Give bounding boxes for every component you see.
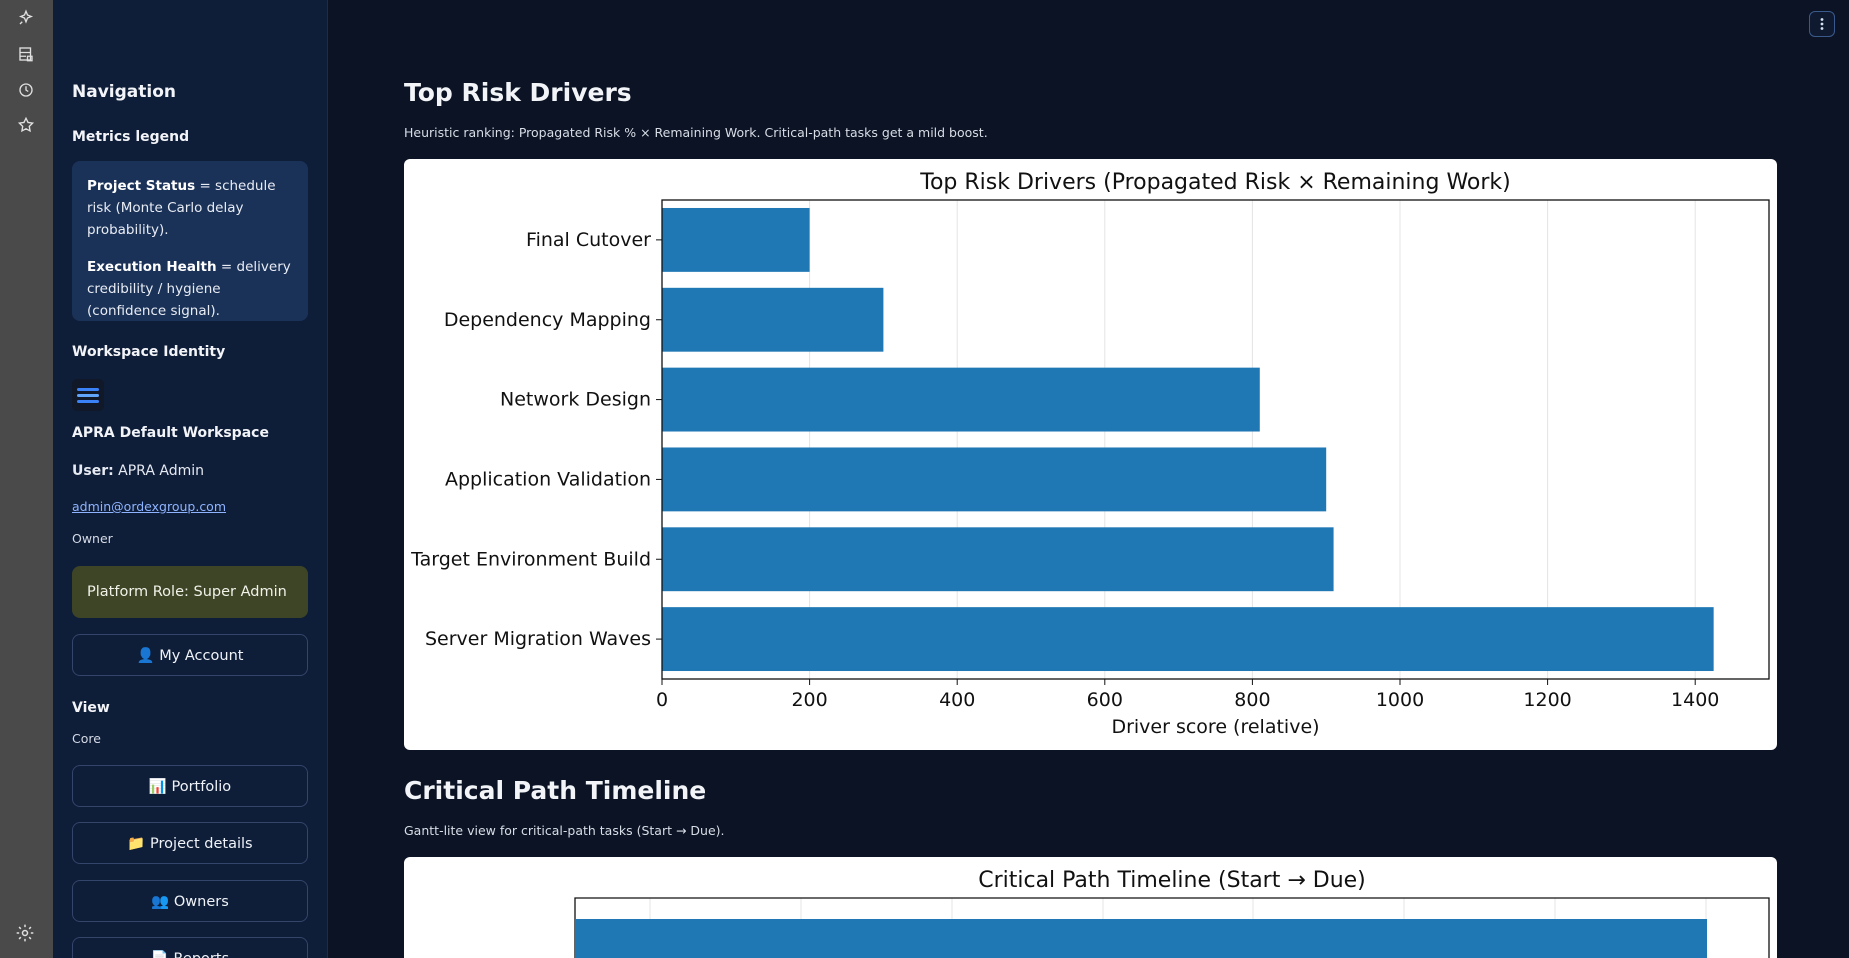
reports-button[interactable]: 📄 Reports	[72, 937, 308, 958]
x-tick-label: 1000	[1376, 689, 1424, 711]
metrics-legend: Project Status = schedule risk (Monte Ca…	[72, 161, 308, 321]
x-tick-label: 0	[656, 689, 668, 711]
workspace-name: APRA Default Workspace	[72, 425, 269, 441]
bar	[662, 367, 1260, 432]
bar	[662, 607, 1714, 672]
user-line: User: APRA Admin	[72, 463, 204, 479]
legend-health: Execution Health = delivery credibility …	[87, 259, 291, 319]
view-group-label: Core	[72, 731, 101, 746]
view-heading: View	[72, 700, 110, 716]
chart-title: Critical Path Timeline (Start → Due)	[978, 868, 1366, 893]
timeline-section-caption: Gantt-lite view for critical-path tasks …	[404, 823, 725, 838]
x-tick-label: 1400	[1671, 689, 1719, 711]
user-role: Owner	[72, 531, 113, 546]
x-axis-label: Driver score (relative)	[1111, 716, 1319, 738]
risk-drivers-chart: Top Risk Drivers (Propagated Risk × Rema…	[410, 170, 1770, 738]
portfolio-button[interactable]: 📊 Portfolio	[72, 765, 308, 807]
x-tick-label: 600	[1087, 689, 1123, 711]
gear-icon[interactable]	[15, 923, 37, 945]
sidebar-title: Navigation	[72, 82, 176, 102]
bar	[662, 207, 810, 272]
y-tick-label: Dependency Mapping	[444, 309, 651, 331]
history-icon[interactable]	[14, 78, 38, 102]
platform-role-badge: Platform Role: Super Admin	[72, 566, 308, 618]
risk-section-title: Top Risk Drivers	[404, 78, 632, 107]
identity-heading: Workspace Identity	[72, 344, 226, 360]
timeline-section-title: Critical Path Timeline	[404, 776, 707, 805]
sparkle-icon[interactable]	[14, 6, 38, 30]
dataset-icon[interactable]	[14, 42, 38, 66]
timeline-bar	[576, 919, 1707, 958]
legend-status: Project Status = schedule risk (Monte Ca…	[87, 178, 276, 238]
plot-frame	[661, 199, 1770, 680]
y-tick-label: Network Design	[500, 389, 651, 411]
x-tick-label: 400	[939, 689, 975, 711]
bar	[662, 527, 1334, 592]
chart-title: Top Risk Drivers (Propagated Risk × Rema…	[919, 170, 1511, 195]
risk-section-caption: Heuristic ranking: Propagated Risk % × R…	[404, 125, 988, 140]
risk-chart-card: Top Risk Drivers (Propagated Risk × Rema…	[404, 159, 1777, 750]
y-tick-label: Final Cutover	[526, 229, 651, 251]
x-tick-label: 1200	[1523, 689, 1571, 711]
main-menu-button[interactable]	[1809, 11, 1835, 37]
y-tick-label: Application Validation	[445, 468, 651, 490]
y-tick-label: Target Environment Build	[410, 548, 651, 570]
legend-heading: Metrics legend	[72, 129, 190, 145]
x-tick-label: 200	[791, 689, 827, 711]
project-details-button[interactable]: 📁 Project details	[72, 822, 308, 864]
workspace-logo	[72, 379, 104, 411]
my-account-button[interactable]: 👤 My Account	[72, 634, 308, 676]
more-vertical-icon	[1820, 18, 1824, 30]
plot-frame	[574, 897, 1770, 958]
owners-button[interactable]: 👥 Owners	[72, 880, 308, 922]
user-email-link[interactable]: admin@ordexgroup.com	[72, 499, 227, 514]
critical-path-timeline-chart: Critical Path Timeline (Start → Due)	[574, 868, 1770, 958]
timeline-chart-card: Critical Path Timeline (Start → Due)	[404, 857, 1777, 958]
sidebar: Navigation Metrics legend Project Status…	[53, 0, 328, 958]
star-icon[interactable]	[14, 113, 38, 137]
y-tick-label: Server Migration Waves	[425, 628, 651, 650]
x-tick-label: 800	[1234, 689, 1270, 711]
icon-rail	[0, 0, 53, 958]
bar	[662, 447, 1327, 512]
bar	[662, 287, 884, 352]
